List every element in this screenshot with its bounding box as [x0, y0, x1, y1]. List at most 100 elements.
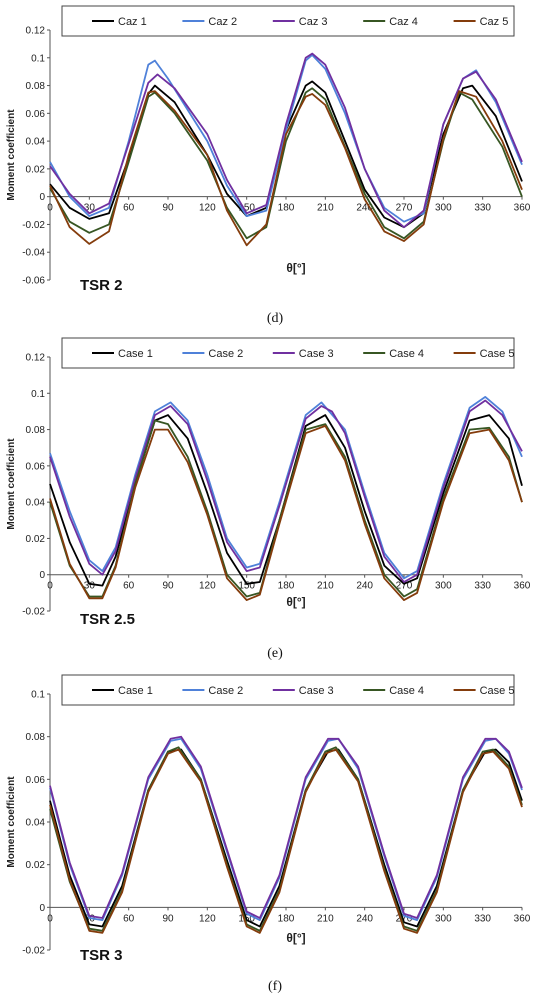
tsr-annotation: TSR 3	[80, 947, 123, 964]
y-tick-label: 0.06	[26, 461, 46, 472]
legend-label-5: Caz 5	[480, 16, 509, 28]
y-tick-label: 0.08	[26, 425, 46, 436]
x-tick-label: 30	[84, 203, 96, 214]
panel-label: (f)	[268, 979, 282, 994]
x-tick-label: 180	[278, 913, 295, 924]
x-tick-label: 0	[47, 913, 53, 924]
x-tick-label: 120	[199, 581, 216, 592]
series-line-5	[49, 748, 523, 934]
x-tick-label: 300	[435, 913, 452, 924]
legend-label-5: Case 5	[480, 685, 515, 697]
y-tick-label: 0.08	[26, 732, 46, 743]
y-tick-label: 0	[39, 903, 45, 914]
x-tick-label: 90	[162, 913, 174, 924]
x-tick-label: 180	[278, 203, 295, 214]
x-tick-label: 150	[238, 581, 255, 592]
x-axis-label: θ[°]	[286, 931, 305, 945]
x-tick-label: 120	[199, 203, 216, 214]
series-line-4	[49, 419, 523, 598]
x-tick-label: 210	[317, 203, 334, 214]
chart-panel-0: -0.06-0.04-0.0200.020.040.060.080.10.120…	[6, 5, 531, 326]
series-line-3	[49, 735, 523, 919]
x-tick-label: 360	[514, 581, 531, 592]
y-tick-label: 0.02	[26, 164, 46, 175]
x-tick-label: 180	[278, 581, 295, 592]
y-tick-label: -0.04	[22, 248, 45, 259]
x-tick-label: 120	[199, 913, 216, 924]
y-tick-label: 0	[39, 192, 45, 203]
y-axis-label: Moment coefficient	[6, 438, 17, 530]
y-tick-label: -0.02	[22, 946, 45, 957]
x-tick-label: 60	[123, 203, 135, 214]
x-tick-label: 240	[356, 581, 373, 592]
series-line-5	[49, 90, 523, 247]
x-tick-label: 30	[84, 581, 96, 592]
chart-panel-1: -0.02 0 0.02 0.04 0.06 0.08 0.1 0.12 0 30 60 90 120 1…	[6, 337, 531, 661]
x-tick-label: 240	[356, 913, 373, 924]
x-tick-label: 150	[238, 203, 255, 214]
x-tick-label: 270	[396, 203, 413, 214]
series-line-4	[49, 87, 523, 240]
x-tick-label: 330	[474, 913, 491, 924]
y-tick-label: -0.06	[22, 276, 45, 287]
series-line-3	[49, 52, 523, 229]
legend-box	[61, 337, 515, 369]
y-tick-label: 0.04	[26, 498, 46, 509]
x-tick-label: 300	[435, 581, 452, 592]
legend-label-1: Case 1	[118, 348, 153, 360]
x-tick-label: 300	[435, 203, 452, 214]
legend-label-4: Case 4	[389, 685, 424, 697]
x-axis-label: θ[°]	[286, 261, 305, 275]
y-tick-label: -0.02	[22, 607, 45, 618]
x-tick-label: 60	[123, 913, 135, 924]
y-axis-label: Moment coefficient	[6, 109, 17, 201]
y-tick-label: 0	[39, 570, 45, 581]
x-tick-label: 360	[514, 203, 531, 214]
series-line-5	[49, 425, 523, 601]
x-tick-label: 0	[47, 203, 53, 214]
legend-label-1: Caz 1	[118, 16, 147, 28]
legend-label-4: Caz 4	[389, 16, 418, 28]
x-axis-label: θ[°]	[286, 595, 305, 609]
y-tick-label: 0.08	[26, 81, 46, 92]
x-tick-label: 210	[317, 913, 334, 924]
y-tick-label: 0.06	[26, 109, 46, 120]
y-tick-label: 0.1	[31, 389, 45, 400]
tsr-annotation: TSR 2.5	[80, 611, 135, 628]
x-tick-label: 90	[162, 581, 174, 592]
y-tick-label: 0.02	[26, 860, 46, 871]
legend-label-2: Case 2	[208, 348, 243, 360]
legend-label-2: Caz 2	[208, 16, 237, 28]
legend-label-3: Caz 3	[299, 16, 328, 28]
y-tick-label: 0.06	[26, 775, 46, 786]
y-tick-label: -0.02	[22, 220, 45, 231]
tsr-annotation: TSR 2	[80, 277, 123, 294]
series-line-1	[49, 414, 523, 587]
x-tick-label: 330	[474, 203, 491, 214]
y-tick-label: 0.04	[26, 137, 46, 148]
x-tick-label: 60	[123, 581, 135, 592]
y-axis-label: Moment coefficient	[6, 776, 17, 868]
series-line-2	[49, 396, 523, 580]
x-tick-label: 240	[356, 203, 373, 214]
y-tick-label: 0.12	[26, 353, 46, 364]
legend-label-3: Case 3	[299, 348, 334, 360]
legend-label-2: Case 2	[208, 685, 243, 697]
y-tick-label: 0.02	[26, 534, 46, 545]
legend-label-1: Case 1	[118, 685, 153, 697]
y-tick-label: 0.12	[26, 26, 46, 37]
y-tick-label: 0.1	[31, 690, 45, 701]
x-tick-label: 270	[396, 913, 413, 924]
legend-label-4: Case 4	[389, 348, 424, 360]
x-tick-label: 330	[474, 581, 491, 592]
x-tick-label: 360	[514, 913, 531, 924]
y-tick-label: 0.04	[26, 818, 46, 829]
legend-label-5: Case 5	[480, 348, 515, 360]
legend-label-3: Case 3	[299, 685, 334, 697]
x-tick-label: 270	[396, 581, 413, 592]
x-tick-label: 210	[317, 581, 334, 592]
y-tick-label: 0.1	[31, 53, 45, 64]
x-tick-label: 0	[47, 581, 53, 592]
